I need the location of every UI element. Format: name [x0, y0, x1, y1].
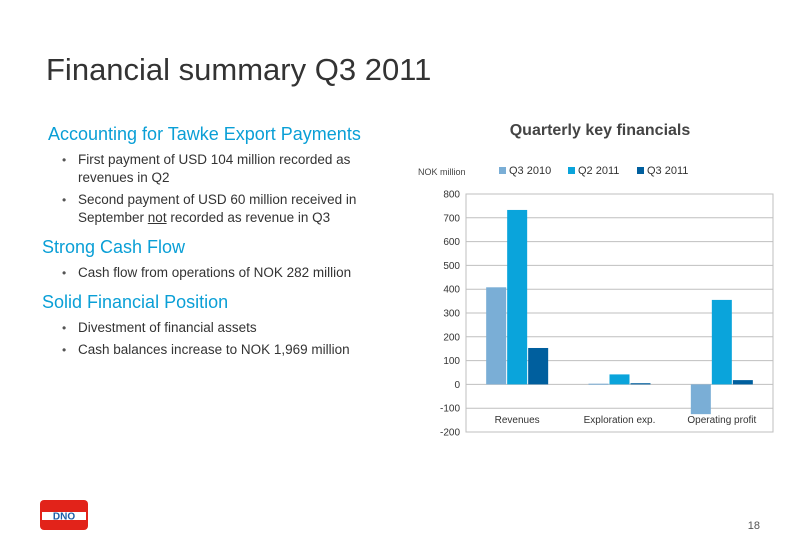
- section-heading: Solid Financial Position: [42, 292, 229, 312]
- bar: [630, 383, 651, 385]
- bar: [711, 299, 732, 385]
- plot-frame: [465, 193, 774, 433]
- bar: [528, 347, 549, 385]
- logo-band: [42, 512, 86, 520]
- bullet-list: Accounting for Tawke Export Payments Fir…: [42, 124, 402, 369]
- y-tick-label: 500: [443, 261, 460, 272]
- legend-swatch: [499, 167, 506, 174]
- section-heading: Strong Cash Flow: [42, 237, 186, 257]
- legend-swatch: [637, 167, 644, 174]
- chart-title: Quarterly key financials: [509, 122, 691, 139]
- y-tick-label: 100: [443, 356, 460, 367]
- category-label: Revenues: [495, 415, 540, 426]
- legend-label: Q3 2010: [509, 165, 551, 177]
- y-tick-label: -200: [440, 428, 460, 439]
- bar: [732, 380, 753, 385]
- bullet-point: Second payment of USD 60 million receive…: [42, 191, 402, 227]
- y-tick-label: 700: [443, 213, 460, 224]
- category-label: Operating profit: [687, 415, 756, 426]
- y-tick-label: 400: [443, 285, 460, 296]
- section-financial-position: Solid Financial Position Divestment of f…: [42, 292, 402, 359]
- section-cash-flow: Strong Cash Flow Cash flow from operatio…: [42, 237, 402, 282]
- bar: [690, 384, 711, 415]
- page-number: 18: [747, 520, 760, 532]
- y-tick-label: 300: [443, 309, 460, 320]
- bar: [486, 287, 507, 385]
- legend-swatch: [568, 167, 575, 174]
- y-tick-label: -100: [440, 404, 460, 415]
- bar: [507, 209, 528, 385]
- y-tick-label: 600: [443, 237, 460, 248]
- y-tick-label: 0: [454, 380, 460, 391]
- category-label: Exploration exp.: [584, 415, 656, 426]
- bar: [588, 383, 609, 385]
- legend-label: Q3 2011: [647, 165, 688, 177]
- logo-text: DNO: [53, 512, 75, 523]
- section-tawke: Accounting for Tawke Export Payments Fir…: [42, 124, 402, 227]
- slide-title: Financial summary Q3 2011: [46, 52, 432, 87]
- bullet-point: Cash flow from operations of NOK 282 mil…: [42, 264, 402, 282]
- y-tick-label: 800: [443, 190, 460, 201]
- section-heading: Accounting for Tawke Export Payments: [48, 124, 361, 144]
- y-tick-label: 200: [443, 332, 460, 343]
- bar: [609, 374, 630, 385]
- bullet-point: Cash balances increase to NOK 1,969 mill…: [42, 341, 402, 359]
- underlined-text: not: [147, 210, 167, 225]
- legend-label: Q2 2011: [578, 165, 619, 177]
- bullet-point: Divestment of financial assets: [42, 319, 402, 337]
- bullet-point: First payment of USD 104 million recorde…: [42, 151, 402, 187]
- y-axis-unit-label: NOK million: [418, 167, 466, 177]
- dno-logo: DNO: [40, 500, 88, 530]
- bar-chart: -200 -100 0 100 200 300 400 500 600 700 800 Revenue…: [440, 165, 774, 439]
